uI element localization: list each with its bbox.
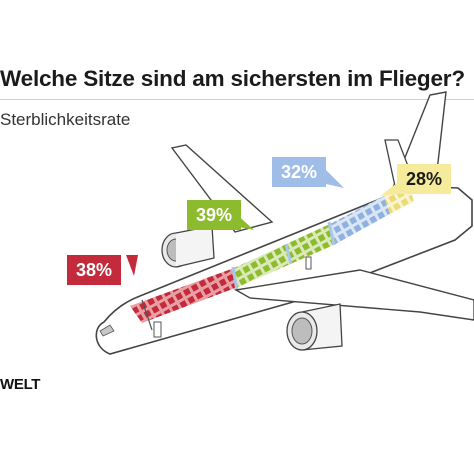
title-divider (0, 99, 474, 100)
data-label-wing: 39% (187, 200, 242, 230)
data-label-rear-middle: 32% (272, 157, 327, 187)
pointer-rear-middle (326, 170, 344, 188)
welt-logo: WELT (0, 376, 41, 393)
cockpit-window (99, 324, 115, 337)
near-engine (286, 303, 343, 351)
far-engine (161, 225, 215, 268)
pointer-rear (380, 183, 397, 196)
seat-zone-wing (234, 224, 336, 287)
near-wing (233, 269, 474, 321)
page-subtitle: Sterblichkeitsrate (0, 110, 131, 129)
pointer-front (126, 255, 138, 276)
data-label-rear: 28% (397, 164, 452, 194)
fuselage (95, 185, 473, 355)
page-title: Welche Sitze sind am sichersten im Flieg… (0, 66, 465, 91)
data-label-front: 38% (67, 255, 122, 285)
front-door (153, 321, 162, 338)
seat-zone-front (130, 268, 238, 323)
far-wing (170, 144, 274, 233)
mid-door (305, 256, 312, 270)
seat-zone-rear-middle (330, 196, 390, 244)
